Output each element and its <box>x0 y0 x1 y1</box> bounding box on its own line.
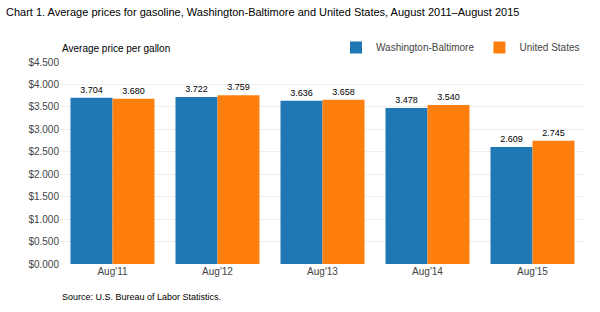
svg-text:Aug'11: Aug'11 <box>97 266 128 277</box>
svg-text:$3.500: $3.500 <box>28 101 59 112</box>
svg-text:2.609: 2.609 <box>500 134 523 144</box>
svg-text:3.540: 3.540 <box>437 92 460 102</box>
svg-text:$2.500: $2.500 <box>28 146 59 157</box>
svg-text:2.745: 2.745 <box>542 128 565 138</box>
svg-text:Aug'12: Aug'12 <box>202 266 233 277</box>
svg-text:$4.000: $4.000 <box>28 79 59 90</box>
svg-text:$0.500: $0.500 <box>28 236 59 247</box>
svg-text:3.478: 3.478 <box>395 95 418 105</box>
svg-text:Average price per gallon: Average price per gallon <box>62 43 170 54</box>
svg-text:Aug'15: Aug'15 <box>517 266 548 277</box>
svg-text:Chart 1. Average prices for ga: Chart 1. Average prices for gasoline, Wa… <box>6 6 519 18</box>
svg-text:3.658: 3.658 <box>332 87 355 97</box>
svg-text:$0.000: $0.000 <box>28 259 59 270</box>
svg-text:United States: United States <box>519 42 579 53</box>
svg-text:3.722: 3.722 <box>185 84 208 94</box>
svg-text:$3.000: $3.000 <box>28 124 59 135</box>
svg-text:3.704: 3.704 <box>80 85 103 95</box>
svg-text:Aug'14: Aug'14 <box>412 266 443 277</box>
svg-text:Aug'13: Aug'13 <box>307 266 338 277</box>
svg-text:Source: U.S. Bureau of Labor S: Source: U.S. Bureau of Labor Statistics. <box>62 292 221 302</box>
svg-text:$1.000: $1.000 <box>28 214 59 225</box>
svg-text:Washington-Baltimore: Washington-Baltimore <box>376 42 474 53</box>
svg-text:3.759: 3.759 <box>227 82 250 92</box>
svg-text:$4.500: $4.500 <box>28 57 59 68</box>
svg-text:$2.000: $2.000 <box>28 169 59 180</box>
svg-text:3.636: 3.636 <box>290 88 313 98</box>
svg-text:$1.500: $1.500 <box>28 191 59 202</box>
svg-text:3.680: 3.680 <box>122 86 145 96</box>
